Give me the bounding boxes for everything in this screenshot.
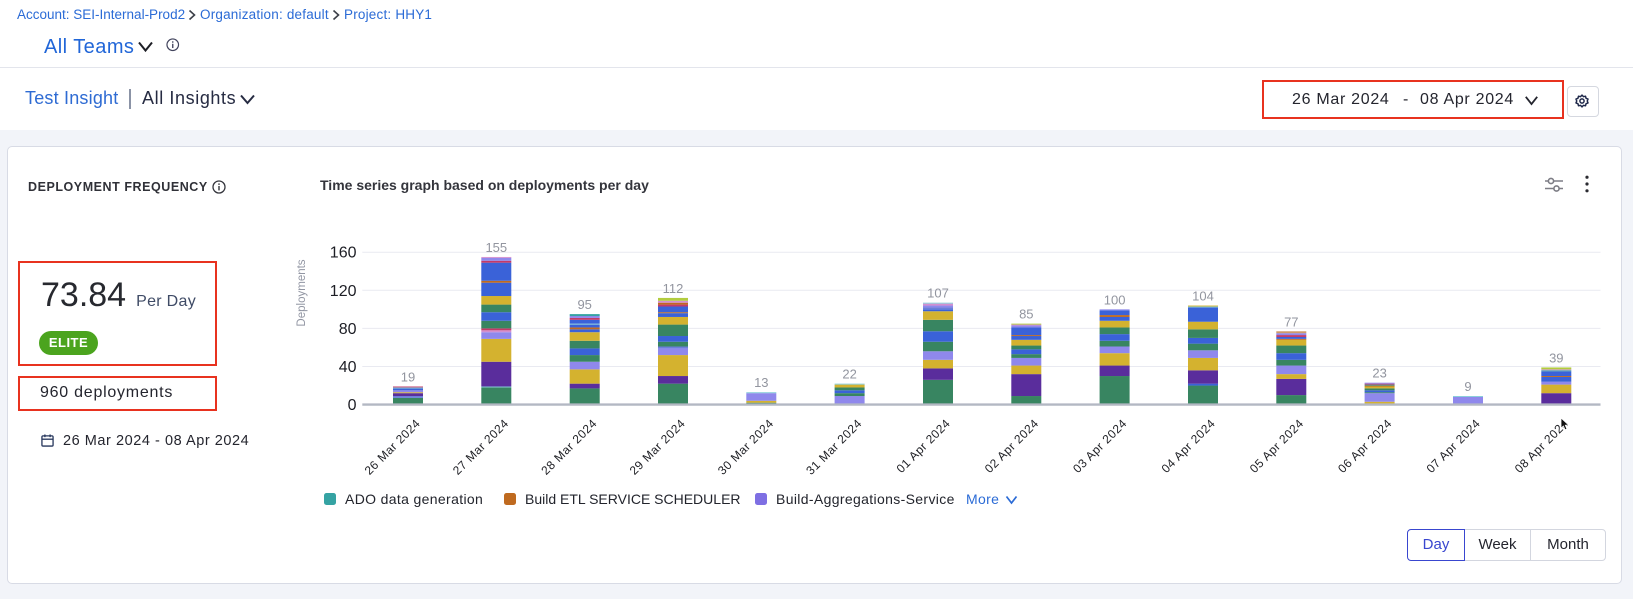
svg-text:01 Apr 2024: 01 Apr 2024 xyxy=(894,416,954,476)
svg-text:27 Mar 2024: 27 Mar 2024 xyxy=(450,416,511,477)
svg-text:95: 95 xyxy=(577,297,591,312)
svg-text:19: 19 xyxy=(401,370,415,385)
svg-text:29 Mar 2024: 29 Mar 2024 xyxy=(627,416,688,477)
svg-text:02 Apr 2024: 02 Apr 2024 xyxy=(982,416,1042,476)
svg-text:80: 80 xyxy=(339,321,357,338)
svg-text:05 Apr 2024: 05 Apr 2024 xyxy=(1247,416,1307,476)
svg-text:03 Apr 2024: 03 Apr 2024 xyxy=(1070,416,1130,476)
svg-text:39: 39 xyxy=(1549,351,1563,366)
svg-text:31 Mar 2024: 31 Mar 2024 xyxy=(803,416,864,477)
svg-text:23: 23 xyxy=(1372,366,1386,381)
svg-text:28 Mar 2024: 28 Mar 2024 xyxy=(538,416,599,477)
svg-text:120: 120 xyxy=(330,283,357,300)
svg-text:06 Apr 2024: 06 Apr 2024 xyxy=(1335,416,1395,476)
svg-text:26 Mar 2024: 26 Mar 2024 xyxy=(362,416,423,477)
svg-text:13: 13 xyxy=(754,375,768,390)
svg-text:104: 104 xyxy=(1192,289,1214,304)
svg-text:40: 40 xyxy=(339,359,357,376)
svg-text:22: 22 xyxy=(842,367,856,382)
svg-text:30 Mar 2024: 30 Mar 2024 xyxy=(715,416,776,477)
svg-text:77: 77 xyxy=(1284,314,1298,329)
svg-text:Deployments: Deployments xyxy=(296,259,308,326)
svg-text:0: 0 xyxy=(348,397,357,414)
svg-text:107: 107 xyxy=(927,286,949,301)
svg-text:112: 112 xyxy=(663,281,684,296)
svg-text:160: 160 xyxy=(330,245,357,262)
svg-text:100: 100 xyxy=(1104,292,1126,307)
svg-text:155: 155 xyxy=(485,240,507,255)
svg-text:85: 85 xyxy=(1019,307,1033,322)
svg-text:07 Apr 2024: 07 Apr 2024 xyxy=(1424,416,1484,476)
svg-text:9: 9 xyxy=(1464,379,1471,394)
svg-text:04 Apr 2024: 04 Apr 2024 xyxy=(1159,416,1219,476)
